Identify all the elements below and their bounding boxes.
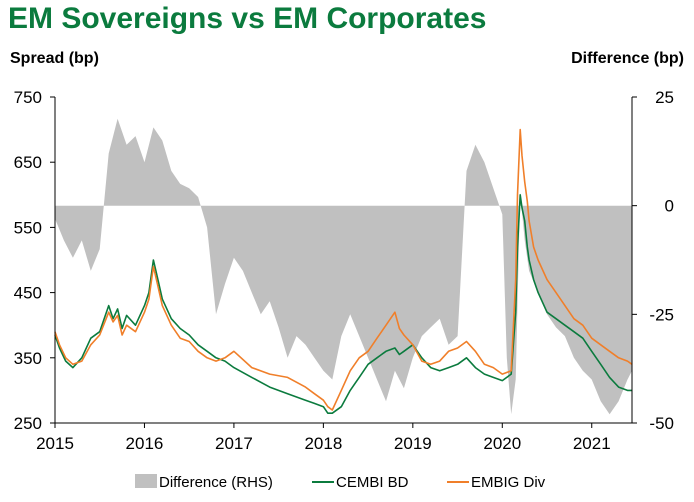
right-tick-label: 25 [655, 88, 674, 107]
legend-label: EMBIG Div [471, 474, 546, 491]
legend-label: CEMBI BD [336, 474, 409, 491]
right-tick-label: -25 [649, 305, 674, 324]
x-tick-label: 2015 [36, 434, 74, 453]
right-axis-title: Difference (bp) [571, 50, 684, 67]
right-tick-label: 0 [665, 197, 674, 216]
x-tick-label: 2019 [394, 434, 432, 453]
right-tick-label: -50 [649, 414, 674, 433]
left-tick-label: 450 [14, 284, 42, 303]
chart-title: EM Sovereigns vs EM Corporates [8, 2, 487, 35]
left-tick-label: 750 [14, 88, 42, 107]
lines-layer [54, 128, 633, 415]
x-tick-label: 2020 [483, 434, 521, 453]
left-tick-label: 350 [14, 349, 42, 368]
left-axis-title: Spread (bp) [10, 50, 99, 67]
difference-area [55, 118, 632, 415]
x-tick-label: 2021 [573, 434, 611, 453]
x-tick-label: 2017 [215, 434, 253, 453]
cembi-bd-line [54, 194, 632, 415]
legend: Difference (RHS) CEMBI BD EMBIG Div [135, 474, 546, 491]
x-tick-label: 2018 [304, 434, 342, 453]
left-tick-label: 650 [14, 153, 42, 172]
x-tick-label: 2016 [126, 434, 164, 453]
difference-area-layer [55, 118, 632, 415]
embig-div-line [54, 128, 633, 411]
legend-swatch-difference [135, 474, 157, 488]
left-tick-label: 250 [14, 414, 42, 433]
legend-label: Difference (RHS) [159, 474, 273, 491]
left-tick-label: 550 [14, 218, 42, 237]
